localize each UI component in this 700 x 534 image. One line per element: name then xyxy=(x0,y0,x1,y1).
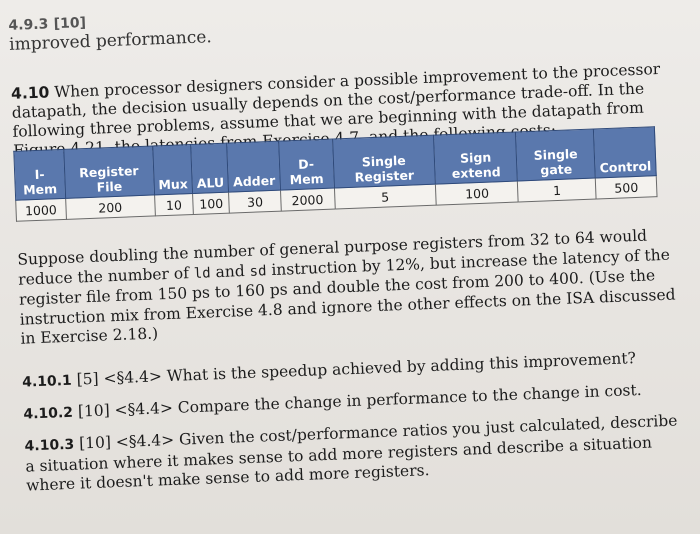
cell-register-file: 200 xyxy=(65,194,156,220)
cell-i-mem: 1000 xyxy=(15,198,67,222)
question-number: 4.10.1 xyxy=(21,372,73,391)
cell-alu: 100 xyxy=(192,192,230,215)
cell-sign-extend: 100 xyxy=(435,180,519,206)
body-part-2: and xyxy=(210,261,250,281)
header-control: Control xyxy=(593,126,657,179)
header-adder: Adder xyxy=(227,141,281,193)
header-register-file: Register File xyxy=(63,145,155,199)
cell-d-mem: 2000 xyxy=(280,188,335,212)
question-4-10-3: 4.10.3 [10] <§4.4> Given the cost/perfor… xyxy=(24,411,686,496)
problem-number: 4.10 xyxy=(10,83,50,103)
cell-single-gate: 1 xyxy=(517,178,597,202)
previous-exercise-fragment: 4.9.3 [10] improved performance. xyxy=(8,7,212,55)
header-alu: ALU xyxy=(190,143,230,194)
cell-single-register: 5 xyxy=(333,184,437,210)
header-i-mem: I-Mem xyxy=(13,149,66,201)
header-mux: Mux xyxy=(152,144,193,195)
problem-body: Suppose doubling the number of general p… xyxy=(17,225,680,349)
section-number: 4.9.3 xyxy=(8,16,49,34)
question-number: 4.10.3 xyxy=(24,436,75,455)
code-ld: ld xyxy=(193,264,211,282)
header-single-register: Single Register xyxy=(332,135,436,189)
cell-adder: 30 xyxy=(229,190,281,214)
question-text: [5] <§4.4> What is the speedup achieved … xyxy=(76,349,637,389)
question-text: [10] <§4.4> Given the cost/performance r… xyxy=(25,411,678,495)
bracket-points: [10] xyxy=(53,14,87,33)
question-number: 4.10.2 xyxy=(23,404,74,423)
code-sd: sd xyxy=(249,262,267,280)
header-single-gate: Single gate xyxy=(515,129,596,181)
cell-control: 500 xyxy=(595,175,658,199)
header-sign-extend: Sign extend xyxy=(433,132,518,185)
header-d-mem: D-Mem xyxy=(278,139,334,191)
cell-mux: 10 xyxy=(154,193,194,216)
